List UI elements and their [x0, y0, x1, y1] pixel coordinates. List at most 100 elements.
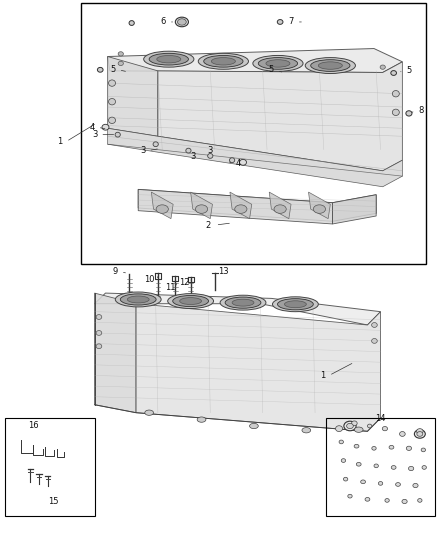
Ellipse shape: [153, 142, 158, 147]
Ellipse shape: [253, 55, 303, 71]
Ellipse shape: [175, 17, 188, 27]
Polygon shape: [95, 293, 381, 325]
Polygon shape: [108, 128, 403, 187]
Ellipse shape: [413, 483, 418, 488]
Ellipse shape: [173, 295, 208, 306]
Ellipse shape: [371, 338, 377, 343]
Text: 15: 15: [48, 497, 58, 506]
Ellipse shape: [391, 466, 396, 470]
Ellipse shape: [157, 55, 181, 63]
Ellipse shape: [235, 205, 247, 213]
Ellipse shape: [204, 55, 243, 67]
Text: 7: 7: [288, 18, 294, 27]
Ellipse shape: [115, 132, 120, 137]
Ellipse shape: [274, 205, 286, 213]
Ellipse shape: [378, 481, 383, 485]
Ellipse shape: [120, 294, 156, 305]
Ellipse shape: [365, 497, 370, 501]
Ellipse shape: [406, 111, 412, 116]
Ellipse shape: [96, 314, 102, 319]
Text: 1: 1: [57, 137, 62, 146]
Ellipse shape: [348, 494, 352, 498]
Ellipse shape: [352, 421, 357, 426]
Ellipse shape: [417, 429, 423, 434]
Ellipse shape: [109, 99, 116, 105]
Ellipse shape: [129, 21, 134, 26]
Ellipse shape: [354, 445, 359, 448]
Polygon shape: [269, 192, 291, 219]
Text: 16: 16: [28, 422, 39, 431]
Bar: [5, 418, 95, 516]
Ellipse shape: [156, 205, 168, 213]
Text: 5: 5: [406, 67, 412, 75]
Ellipse shape: [220, 295, 266, 310]
Text: 3: 3: [190, 152, 195, 161]
Ellipse shape: [278, 298, 313, 310]
Ellipse shape: [277, 20, 283, 25]
Ellipse shape: [374, 464, 378, 468]
Bar: [81, 3, 426, 264]
Ellipse shape: [343, 477, 348, 481]
Ellipse shape: [302, 427, 311, 433]
Ellipse shape: [225, 297, 261, 308]
Ellipse shape: [339, 440, 343, 444]
Ellipse shape: [367, 424, 372, 428]
Ellipse shape: [258, 58, 297, 69]
Bar: [326, 418, 435, 516]
Ellipse shape: [389, 446, 394, 449]
Ellipse shape: [346, 423, 353, 429]
Ellipse shape: [313, 205, 325, 213]
Ellipse shape: [380, 65, 385, 69]
Ellipse shape: [357, 463, 361, 466]
Ellipse shape: [392, 109, 399, 116]
Ellipse shape: [406, 446, 412, 450]
Ellipse shape: [168, 294, 214, 309]
Ellipse shape: [305, 58, 356, 74]
Polygon shape: [191, 192, 212, 219]
Text: 10: 10: [144, 275, 154, 284]
Ellipse shape: [402, 499, 407, 504]
Ellipse shape: [372, 447, 376, 450]
Ellipse shape: [318, 62, 343, 69]
Ellipse shape: [266, 60, 290, 67]
Ellipse shape: [371, 322, 377, 327]
Ellipse shape: [102, 124, 109, 130]
Ellipse shape: [422, 466, 426, 470]
Ellipse shape: [186, 148, 191, 153]
Text: 5: 5: [111, 66, 116, 74]
Polygon shape: [108, 56, 158, 136]
Ellipse shape: [197, 417, 206, 422]
Ellipse shape: [127, 296, 149, 303]
Polygon shape: [138, 189, 376, 221]
Ellipse shape: [195, 205, 208, 213]
Ellipse shape: [232, 299, 254, 306]
Ellipse shape: [421, 448, 426, 452]
Polygon shape: [308, 192, 330, 219]
Text: 6: 6: [161, 18, 166, 27]
Text: 2: 2: [205, 221, 211, 230]
Ellipse shape: [97, 67, 103, 72]
Text: 3: 3: [208, 146, 213, 155]
Text: 9: 9: [113, 268, 118, 276]
Ellipse shape: [212, 58, 235, 65]
Ellipse shape: [118, 61, 124, 66]
Ellipse shape: [344, 421, 356, 431]
Ellipse shape: [250, 423, 258, 429]
Ellipse shape: [360, 480, 365, 483]
Polygon shape: [108, 49, 403, 72]
Ellipse shape: [144, 51, 194, 67]
Ellipse shape: [391, 70, 396, 75]
Ellipse shape: [285, 301, 306, 308]
Ellipse shape: [145, 410, 153, 415]
Ellipse shape: [96, 344, 102, 349]
Text: 11: 11: [165, 283, 175, 292]
Ellipse shape: [109, 80, 116, 86]
Text: 12: 12: [179, 278, 189, 287]
Text: 4: 4: [90, 123, 95, 132]
Ellipse shape: [409, 466, 414, 471]
Polygon shape: [158, 62, 403, 171]
Text: 5: 5: [269, 66, 274, 74]
Polygon shape: [230, 192, 252, 219]
Ellipse shape: [418, 498, 422, 502]
Ellipse shape: [208, 154, 213, 158]
